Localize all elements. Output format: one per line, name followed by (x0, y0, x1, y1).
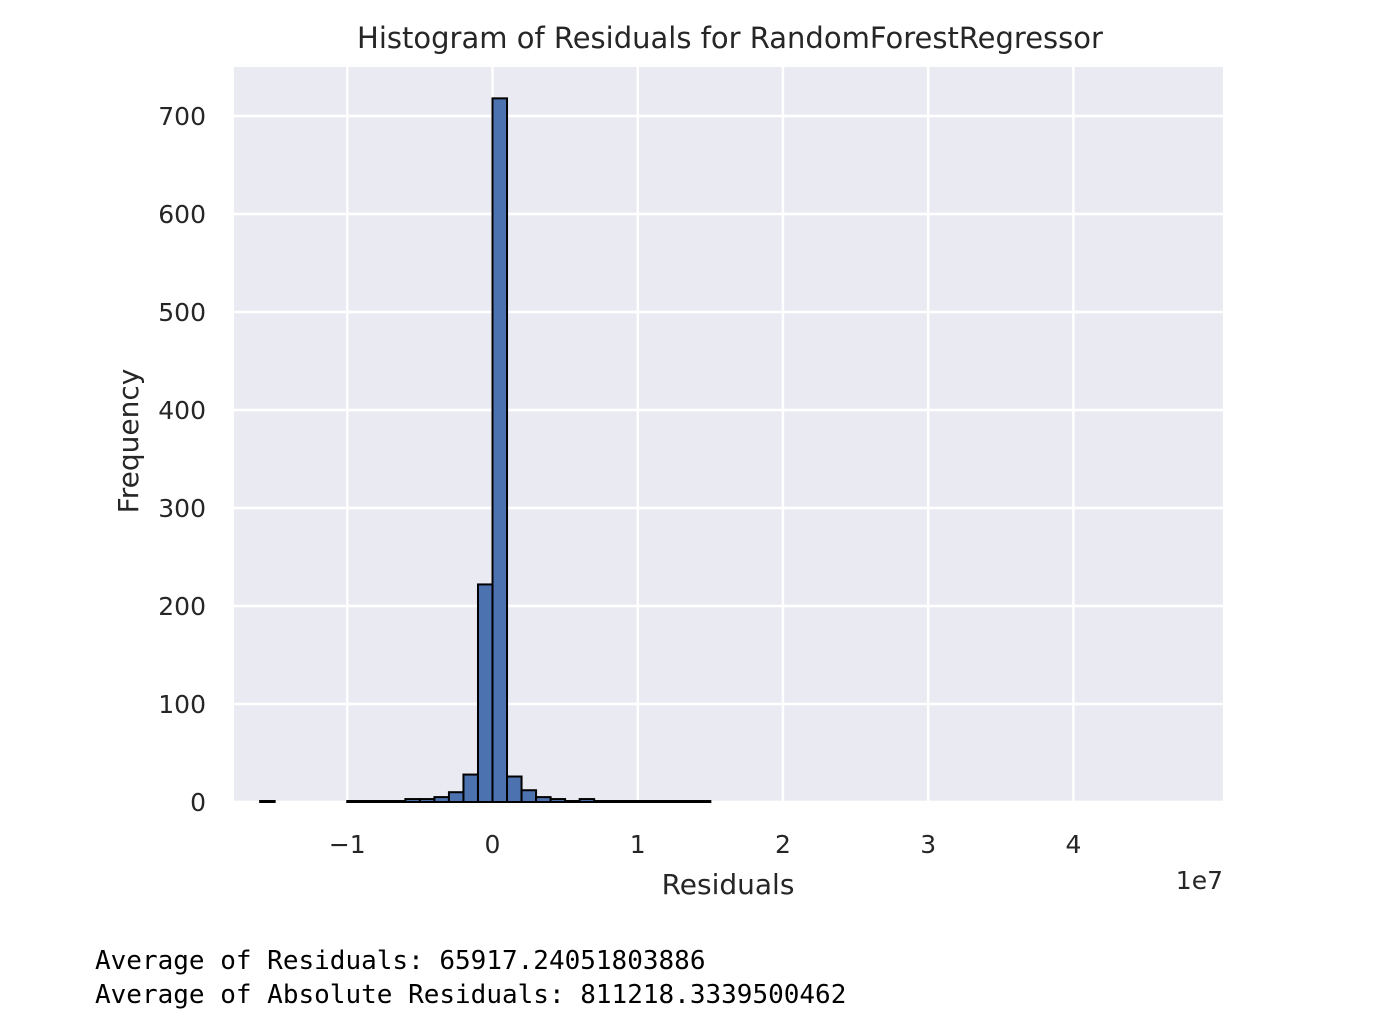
histogram-bar (549, 798, 567, 803)
x-axis-label: Residuals (662, 868, 795, 901)
y-tick-label: 0 (190, 788, 206, 817)
histogram-bar (476, 583, 494, 803)
histogram-bar (694, 800, 712, 804)
y-tick-label: 500 (158, 298, 206, 327)
histogram-bar (375, 800, 392, 804)
y-tick-label: 400 (158, 396, 206, 425)
y-tick-label: 600 (158, 200, 206, 229)
x-tick-label: 3 (920, 830, 936, 859)
histogram-bar (520, 789, 538, 803)
y-tick-label: 300 (158, 494, 206, 523)
x-tick-label: 4 (1065, 830, 1081, 859)
histogram-bar (593, 800, 610, 804)
x-tick-label: 2 (775, 830, 791, 859)
x-axis-offset-label: 1e7 (1176, 866, 1223, 895)
y-tick-label: 100 (158, 690, 206, 719)
histogram-bars (259, 97, 712, 804)
histogram-bar (447, 791, 465, 804)
histogram-bar (418, 798, 436, 803)
grid-lines (234, 67, 1223, 804)
histogram-bar (651, 800, 668, 804)
cell-output: Average of Residuals: 65917.24051803886 … (95, 944, 846, 1012)
histogram-bar (622, 800, 639, 804)
average-absolute-residuals-line: Average of Absolute Residuals: 811218.33… (95, 980, 847, 1010)
histogram-bar (535, 796, 552, 803)
y-axis-label: Frequency (112, 369, 145, 514)
plot-area (234, 67, 1223, 802)
chart-title: Histogram of Residuals for RandomForestR… (357, 21, 1103, 55)
histogram-bar (564, 800, 581, 804)
y-tick-label: 700 (158, 102, 206, 131)
residuals-histogram: −1 0 1 2 3 4 0 100 200 300 400 500 600 700 Histogram … (112, 21, 1223, 901)
histogram-bar (360, 800, 378, 804)
histogram-bar (259, 800, 276, 804)
x-tick-label: 1 (630, 830, 646, 859)
x-tick-label: 0 (485, 830, 501, 859)
histogram-bar (491, 97, 509, 804)
histogram-bar (462, 773, 479, 803)
y-tick-label: 200 (158, 592, 206, 621)
histogram-bar (433, 796, 450, 803)
tick-labels: −1 0 1 2 3 4 0 100 200 300 400 500 600 700 (158, 102, 1081, 859)
histogram-bar (665, 800, 683, 804)
histogram-bar (680, 800, 697, 804)
histogram-bar (607, 800, 625, 804)
histogram-bar (506, 775, 523, 804)
histogram-bar (404, 798, 421, 803)
histogram-bar (578, 798, 596, 803)
x-tick-label: −1 (329, 830, 366, 859)
histogram-bar (346, 800, 363, 804)
average-residuals-line: Average of Residuals: 65917.24051803886 (95, 946, 706, 976)
histogram-bar (389, 800, 407, 804)
histogram-bar (636, 800, 654, 804)
